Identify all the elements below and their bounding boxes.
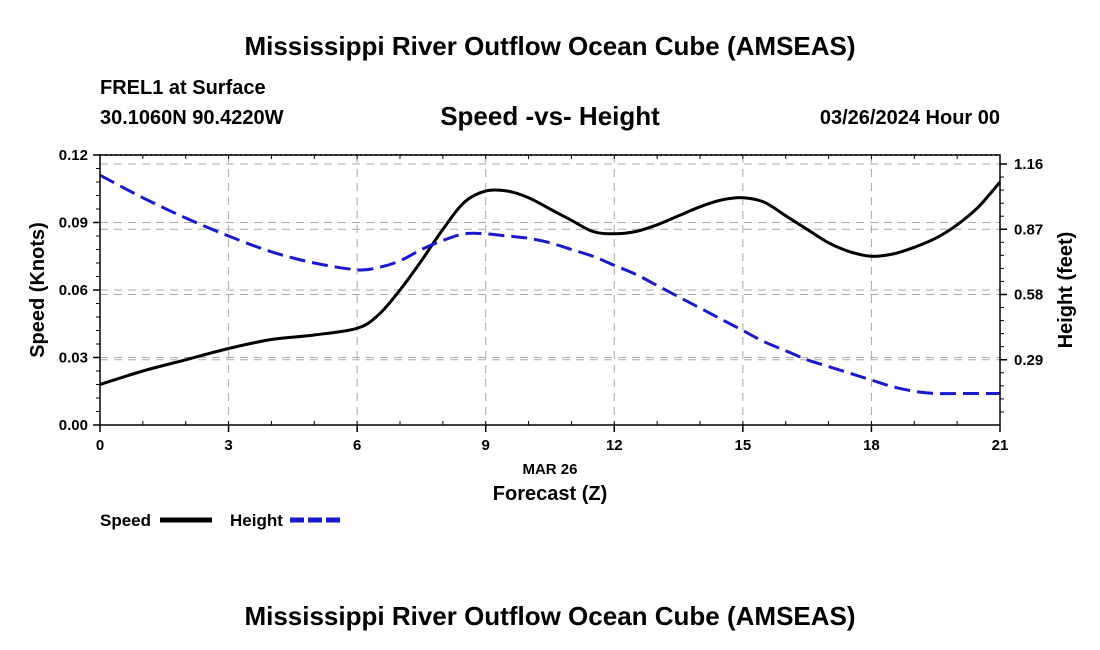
series-line-speed [99,181,1002,386]
x-tick-label: 6 [353,437,361,454]
x-tick-label: 0 [96,437,104,454]
legend-height-label: Height [230,511,283,530]
y-tick-label: 0.06 [59,282,88,299]
coordinates-label: 30.1060N 90.4220W [100,107,284,129]
x-tick-label: 18 [863,437,880,454]
x-tick-label: 3 [224,437,232,454]
y-tick-label: 0.09 [59,215,88,232]
x-tick-label: 21 [992,437,1009,454]
y-tick-label: 0.03 [59,350,88,367]
series-group [99,173,1002,396]
series-line-height [99,173,1000,396]
date-axis-label: MAR 26 [522,461,577,478]
y-tick-label: 0.00 [59,417,88,434]
y2-tick-label: 0.58 [1014,287,1043,304]
legend: Speed Height [100,511,342,530]
y2-tick-label: 0.87 [1014,221,1043,238]
station-label: FREL1 at Surface [100,77,266,99]
legend-speed-label: Speed [100,511,151,530]
y2-axis-label: Height (feet) [1055,232,1077,349]
y-tick-label: 0.12 [59,147,88,164]
x-tick-label: 12 [606,437,623,454]
y-axis-label: Speed (Knots) [27,222,49,358]
x-tick-label: 15 [735,437,752,454]
grid-lines [99,154,1001,426]
tick-marks: 0 3 6 9 12 15 18 21 0.00 0.03 0.06 0.09 0.12 0.29 0.58… [59,147,1043,454]
x-tick-label: 9 [482,437,490,454]
footer-title: Mississippi River Outflow Ocean Cube (AM… [244,601,855,631]
y2-tick-label: 1.16 [1014,156,1043,173]
y2-tick-label: 0.29 [1014,352,1043,369]
x-axis-label: Forecast (Z) [493,483,607,505]
chart-title: Speed -vs- Height [440,101,660,131]
date-label: 03/26/2024 Hour 00 [820,107,1000,129]
page-title: Mississippi River Outflow Ocean Cube (AM… [244,31,855,61]
